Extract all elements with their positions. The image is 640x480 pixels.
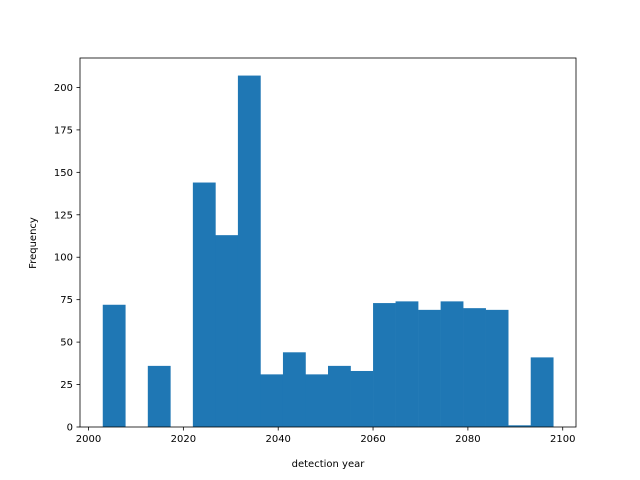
histogram-bar-14 xyxy=(418,309,441,427)
histogram-bar-19 xyxy=(530,357,554,427)
histogram-bar-18 xyxy=(508,425,532,427)
y-tick-label: 25 xyxy=(60,380,73,391)
histogram-bar-12 xyxy=(373,303,396,427)
x-axis-label: detection year xyxy=(292,459,366,470)
histogram-bar-5 xyxy=(215,235,239,427)
histogram-bar-0 xyxy=(102,304,126,427)
x-tick-label: 2000 xyxy=(76,434,101,445)
y-tick-label: 175 xyxy=(54,125,73,136)
x-tick-label: 2020 xyxy=(171,434,196,445)
histogram-bar-15 xyxy=(440,301,464,427)
histogram-bar-17 xyxy=(485,309,509,427)
x-tick-label: 2100 xyxy=(550,434,575,445)
histogram-bar-6 xyxy=(237,75,261,427)
histogram-bar-9 xyxy=(305,374,329,427)
y-axis-label: Frequency xyxy=(28,217,39,269)
x-tick-label: 2040 xyxy=(265,434,290,445)
plot-frame xyxy=(79,57,577,428)
histogram-bar-10 xyxy=(328,365,351,427)
y-tick-label: 75 xyxy=(60,295,73,306)
histogram-bar-11 xyxy=(350,370,374,427)
y-tick-label: 50 xyxy=(60,338,73,349)
bars-group xyxy=(102,75,554,427)
y-tick-label: 125 xyxy=(54,210,73,221)
histogram-bar-4 xyxy=(192,182,216,427)
x-tick-label: 2060 xyxy=(360,434,385,445)
histogram-bar-2 xyxy=(147,365,171,427)
histogram-bar-8 xyxy=(282,352,306,427)
histogram-bar-13 xyxy=(395,301,419,427)
axes-group: 2000 2020 2040 2060 2080 2100 0 25 50 75 100 125 150… xyxy=(54,57,577,445)
histogram-bar-7 xyxy=(260,374,284,427)
y-tick-label: 200 xyxy=(54,83,73,94)
y-tick-label: 0 xyxy=(67,423,73,434)
x-tick-label: 2080 xyxy=(455,434,480,445)
y-tick-label: 150 xyxy=(54,168,73,179)
histogram-bar-16 xyxy=(463,308,486,427)
y-tick-label: 100 xyxy=(54,253,73,264)
